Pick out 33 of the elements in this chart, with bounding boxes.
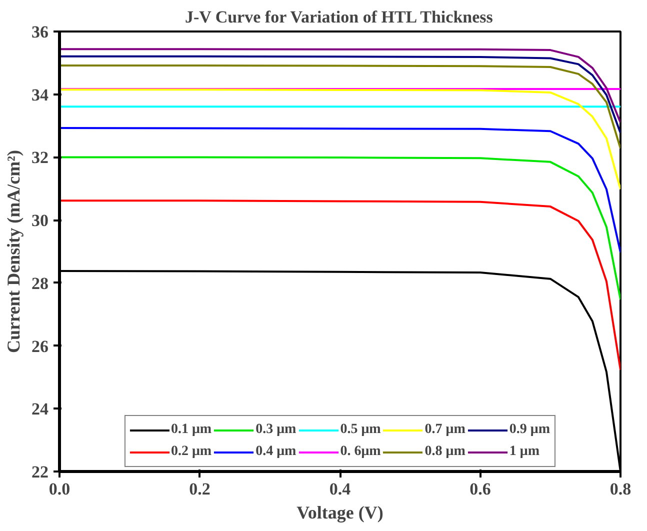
legend-label: 0. 6μm (340, 444, 381, 460)
legend-label: 0.3 μm (256, 422, 296, 438)
y-tick-label: 28 (32, 274, 48, 293)
y-tick-label: 32 (32, 148, 48, 168)
legend-label: 0.8 μm (424, 444, 466, 460)
y-axis-title: Current Density (mA/cm²) (4, 150, 24, 354)
x-tick-label: 0.2 (189, 480, 210, 498)
legend-label: 0.9 μm (509, 422, 550, 438)
y-tick-label: 34 (32, 85, 49, 104)
x-axis-title: Voltage (V) (296, 502, 384, 522)
line-series (60, 48, 620, 124)
y-tick-label: 30 (32, 211, 48, 230)
legend-label: 0.5 μm (340, 422, 381, 438)
line-series (60, 200, 620, 371)
line-series (60, 126, 620, 254)
x-tick-label: 0.6 (470, 480, 491, 498)
line-series (60, 55, 620, 134)
y-tick-label: 22 (32, 462, 48, 482)
x-tick-label: 0.4 (329, 480, 352, 498)
legend-label: 0.7 μm (424, 422, 466, 438)
line-series (60, 156, 620, 301)
y-tick-label: 36 (32, 22, 48, 42)
y-tick-label: 24 (32, 400, 49, 419)
legend-label: 0.1 μm (170, 422, 212, 438)
legend-label: 0.4 μm (256, 444, 296, 460)
line-series (60, 88, 620, 190)
x-tick-label: 0.8 (610, 480, 632, 498)
legend-label: 1 μm (509, 444, 540, 460)
legend-label: 0.2 μm (170, 444, 212, 460)
x-tick-label: 0.0 (48, 480, 70, 498)
line-series (60, 64, 620, 150)
y-tick-label: 26 (32, 336, 48, 356)
chart-title: J-V Curve for Variation of HTL Thickness (184, 8, 494, 26)
